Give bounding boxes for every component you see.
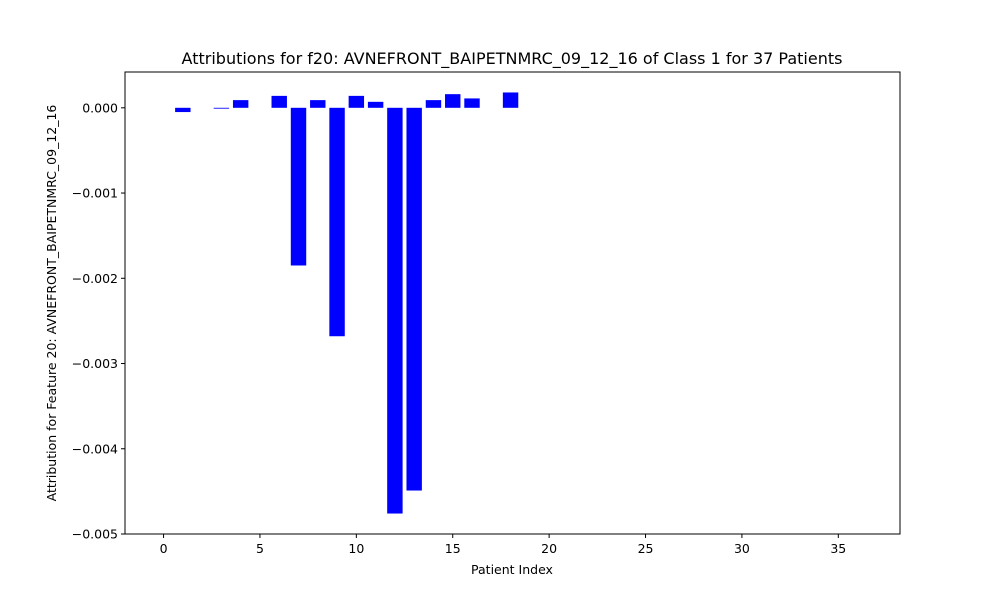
y-axis-label: Attribution for Feature 20: AVNEFRONT_BA… [44,105,59,502]
x-tick-label: 15 [445,541,461,556]
y-tick-label: −0.002 [72,271,118,286]
bar-patient-13 [406,107,422,491]
x-tick-label: 30 [734,541,750,556]
bar-patient-14 [425,100,442,108]
y-tick-label: −0.004 [72,441,118,456]
y-tick-label: −0.003 [72,356,118,371]
x-axis-label: Patient Index [471,562,553,577]
x-tick-label: 35 [830,541,846,556]
bars-group [175,92,519,514]
plot-area [124,71,901,535]
bar-patient-8 [310,100,326,108]
bar-patient-18 [502,92,519,108]
bar-patient-16 [464,98,480,108]
bar-patient-11 [367,101,384,108]
y-axis-ticks: 0.000 −0.001 −0.002 −0.003 −0.004 −0.005 [72,100,125,542]
x-tick-label: 25 [638,541,654,556]
chart-title: Attributions for f20: AVNEFRONT_BAIPETNM… [182,49,843,69]
x-tick-label: 0 [160,541,168,556]
bar-patient-12 [387,107,403,514]
bar-patient-4 [232,100,249,108]
bar-patient-10 [348,95,365,108]
bar-patient-15 [445,94,461,108]
bar-patient-1 [175,107,191,113]
y-tick-label: −0.005 [72,527,118,542]
bar-patient-3 [213,107,230,109]
y-tick-label: −0.001 [72,186,118,201]
x-tick-label: 5 [256,541,264,556]
x-tick-label: 20 [541,541,557,556]
y-tick-label: 0.000 [82,100,118,115]
bar-patient-9 [329,107,345,337]
x-axis-ticks: 0 5 10 15 20 25 30 35 [160,534,846,556]
bar-patient-6 [271,95,287,108]
x-tick-label: 10 [348,541,364,556]
bar-patient-7 [290,107,307,266]
